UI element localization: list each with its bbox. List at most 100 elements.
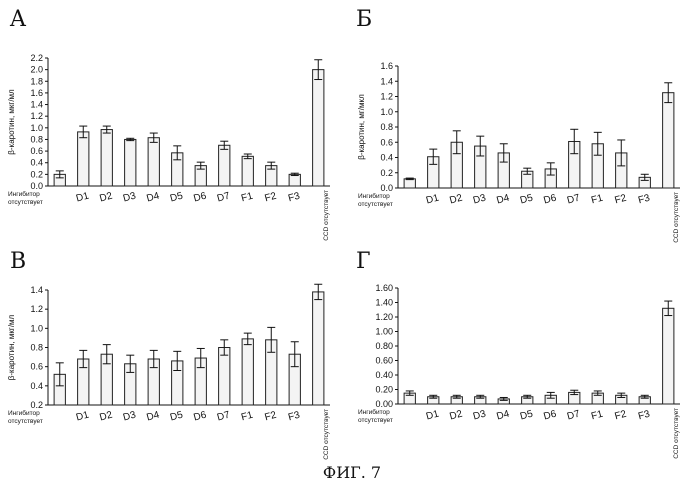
bar: [77, 131, 90, 187]
y-tick-label: 1.0: [30, 123, 43, 133]
x-tick-label: D4: [495, 193, 511, 207]
x-tick-label: D5: [519, 409, 535, 423]
x-tick-label: Ингибитор отсутствует: [8, 409, 43, 425]
x-tick-label: D4: [145, 410, 161, 424]
bar: [100, 129, 113, 187]
bar: [241, 155, 254, 187]
y-tick-label: 1.60: [375, 283, 393, 293]
x-tick-label: F3: [637, 409, 652, 423]
bar: [312, 291, 325, 406]
y-tick-label: 0.8: [30, 134, 43, 144]
y-axis-label: β-каротин, мкг/мл: [7, 89, 16, 155]
x-tick-label: F2: [264, 191, 279, 205]
x-tick-label: CCD отсутствует: [673, 408, 680, 459]
x-tick-label: F3: [287, 410, 302, 424]
bar: [662, 92, 675, 189]
y-tick-label: 0.8: [30, 343, 43, 353]
y-axis-label: β-каротин, мкг/мл: [7, 314, 16, 380]
y-tick-label: 1.4: [30, 100, 43, 110]
x-tick-label: D2: [448, 409, 464, 423]
x-tick-label: D3: [472, 193, 488, 207]
y-tick-label: 0.0: [380, 183, 393, 193]
x-tick-label: D1: [75, 191, 91, 205]
y-tick-label: 0.2: [30, 169, 43, 179]
x-tick-label: D7: [566, 409, 582, 423]
x-tick-label: D3: [122, 191, 138, 205]
y-axis-label: β-каротин, мг/мкл: [357, 94, 366, 160]
bar: [147, 137, 160, 187]
x-tick-label: D7: [216, 191, 232, 205]
y-tick-label: 0.6: [30, 146, 43, 156]
y-tick-label: 1.20: [375, 312, 393, 322]
y-tick-label: 0.40: [375, 370, 393, 380]
x-tick-label: F1: [240, 410, 255, 424]
bar: [288, 173, 301, 187]
y-tick-label: 0.2: [380, 168, 393, 178]
x-tick-label: F2: [264, 410, 279, 424]
bar: [241, 338, 254, 406]
x-tick-label: D5: [169, 410, 185, 424]
x-tick-label: D4: [495, 409, 511, 423]
bar: [124, 138, 137, 187]
x-tick-label: D1: [75, 410, 91, 424]
chart-panel-a: A 0.0 0.20.4 0.6 0.81.0 1.21.4 1.6 1.82.0 2.2 β-к…: [7, 7, 330, 241]
y-tick-label: 1.6: [30, 88, 43, 98]
x-tick-label: D6: [542, 193, 558, 207]
y-tick-label: 0.2: [30, 400, 43, 410]
panel-letter: A: [9, 7, 27, 32]
y-tick-label: 1.8: [30, 76, 43, 86]
bar: [312, 69, 325, 187]
x-tick-label: D7: [566, 193, 582, 207]
x-tick-label: D1: [425, 409, 441, 423]
y-tick-label: 0.00: [375, 399, 393, 409]
x-tick-label: D5: [169, 191, 185, 205]
x-tick-label: F3: [287, 191, 302, 205]
panel-letter: Г: [356, 249, 371, 274]
x-tick-label: D6: [542, 409, 558, 423]
x-tick-label: D7: [216, 410, 232, 424]
y-tick-label: 0.6: [380, 137, 393, 147]
x-tick-label: CCD отсутствует: [323, 190, 330, 241]
y-tick-label: 0.60: [375, 356, 393, 366]
y-tick-label: 0.20: [375, 385, 393, 395]
x-tick-label: D6: [192, 191, 208, 205]
x-tick-label: F1: [590, 193, 605, 207]
chart-panel-v: В 0.2 0.4 0.6 0.8 1.0 1.2 1.4 β-каротин, мкг/мл И…: [7, 249, 330, 460]
figure-caption: ФИГ. 7: [323, 463, 381, 482]
panel-letter: В: [10, 249, 26, 274]
x-tick-label: F1: [240, 191, 255, 205]
y-tick-label: 1.2: [30, 111, 43, 121]
x-tick-label: D3: [122, 410, 138, 424]
y-tick-label: 2.2: [30, 53, 43, 63]
y-tick-label: 0.4: [30, 158, 43, 168]
x-tick-label: D4: [145, 191, 161, 205]
x-tick-label: Ингибитор отсутствует: [8, 190, 43, 206]
bar: [662, 307, 675, 405]
x-tick-label: F2: [614, 193, 629, 207]
y-tick-label: 1.0: [30, 323, 43, 333]
y-tick-label: 0.80: [375, 341, 393, 351]
x-tick-label: F2: [614, 409, 629, 423]
y-tick-label: 0.4: [380, 153, 393, 163]
y-tick-label: 1.00: [375, 327, 393, 337]
x-tick-label: Ингибитор отсутствует: [358, 192, 393, 208]
bar: [218, 144, 231, 187]
x-tick-label: D2: [448, 193, 464, 207]
y-tick-label: 1.2: [30, 304, 43, 314]
y-tick-label: 1.4: [30, 285, 43, 295]
x-tick-label: D6: [192, 410, 208, 424]
y-tick-label: 2.0: [30, 65, 43, 75]
y-tick-label: 0.4: [30, 381, 43, 391]
y-tick-label: 1.0: [380, 107, 393, 117]
x-tick-label: CCD отсутствует: [673, 192, 680, 243]
x-tick-label: CCD отсутствует: [323, 409, 330, 460]
y-tick-label: 1.4: [380, 76, 393, 86]
y-tick-label: 0.6: [30, 362, 43, 372]
x-tick-label: Ингибитор отсутствует: [358, 408, 393, 424]
x-tick-label: D5: [519, 193, 535, 207]
chart-panel-g: Г 0.00 0.20 0.40 0.60 0.80 1.00 1.20 1.40 1.60 Инг…: [356, 249, 680, 459]
x-tick-label: D2: [98, 410, 114, 424]
panel-letter: Б: [356, 7, 372, 32]
y-tick-label: 0.8: [380, 122, 393, 132]
